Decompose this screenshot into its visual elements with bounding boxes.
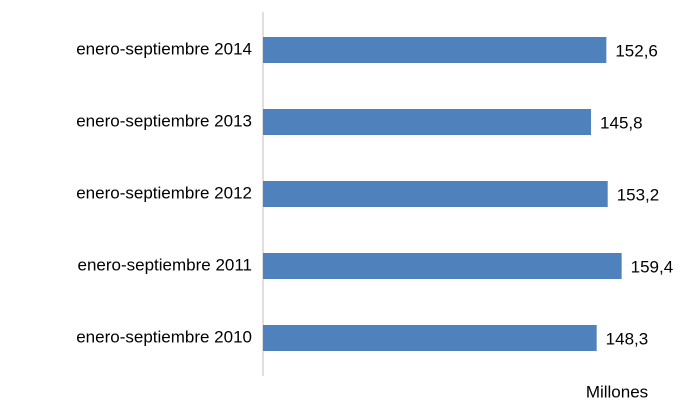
x-axis-label: Millones	[586, 382, 648, 401]
data-label: 148,3	[606, 329, 649, 348]
y-tick-label: enero-septiembre 2010	[76, 327, 252, 346]
bar	[263, 325, 597, 351]
bar	[263, 109, 592, 135]
data-label: 152,6	[615, 41, 658, 60]
bar	[263, 181, 608, 207]
bar	[263, 37, 607, 63]
y-tick-label: enero-septiembre 2011	[77, 255, 252, 274]
bar	[263, 253, 622, 279]
data-label: 159,4	[631, 257, 674, 276]
y-tick-label: enero-septiembre 2013	[76, 111, 252, 130]
data-label: 145,8	[600, 113, 643, 132]
y-tick-label: enero-septiembre 2014	[76, 39, 252, 58]
y-tick-label: enero-septiembre 2012	[76, 183, 252, 202]
data-label: 153,2	[617, 185, 660, 204]
